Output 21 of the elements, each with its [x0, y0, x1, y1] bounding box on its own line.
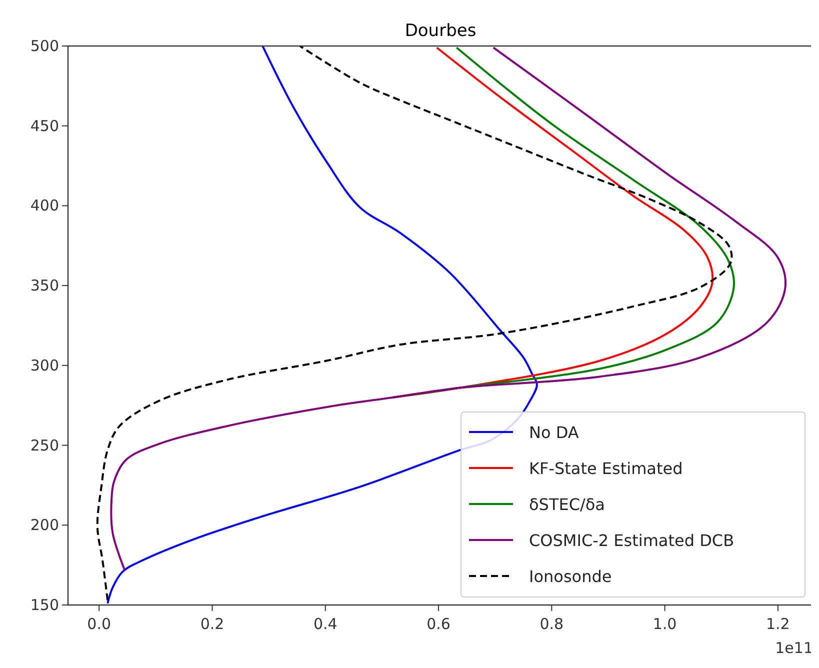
- legend-label: KF-State Estimated: [529, 459, 683, 478]
- legend-label: No DA: [529, 423, 579, 442]
- legend-label: COSMIC-2 Estimated DCB: [529, 531, 734, 550]
- x-tick-label: 0.2: [200, 615, 224, 633]
- y-tick-label: 250: [30, 436, 59, 454]
- x-tick-label: 0.4: [313, 615, 338, 633]
- x-tick-label: 0.8: [540, 615, 564, 633]
- y-tick-label: 350: [30, 276, 59, 295]
- x-tick-label: 0.6: [426, 615, 450, 633]
- x-tick-label: 1.0: [652, 615, 677, 633]
- y-tick-label: 400: [30, 196, 59, 215]
- x-tick-label: 1.2: [766, 615, 790, 633]
- chart-title: Dourbes: [404, 21, 476, 41]
- y-tick-label: 450: [30, 116, 59, 135]
- y-tick-label: 200: [30, 516, 59, 534]
- y-tick-label: 150: [30, 596, 59, 614]
- legend-label: Ionosonde: [529, 567, 612, 586]
- x-tick-label: 0.0: [87, 615, 112, 633]
- y-tick-label: 300: [30, 356, 59, 374]
- legend-label: δSTEC/δa: [529, 495, 605, 514]
- y-tick-label: 500: [30, 37, 59, 55]
